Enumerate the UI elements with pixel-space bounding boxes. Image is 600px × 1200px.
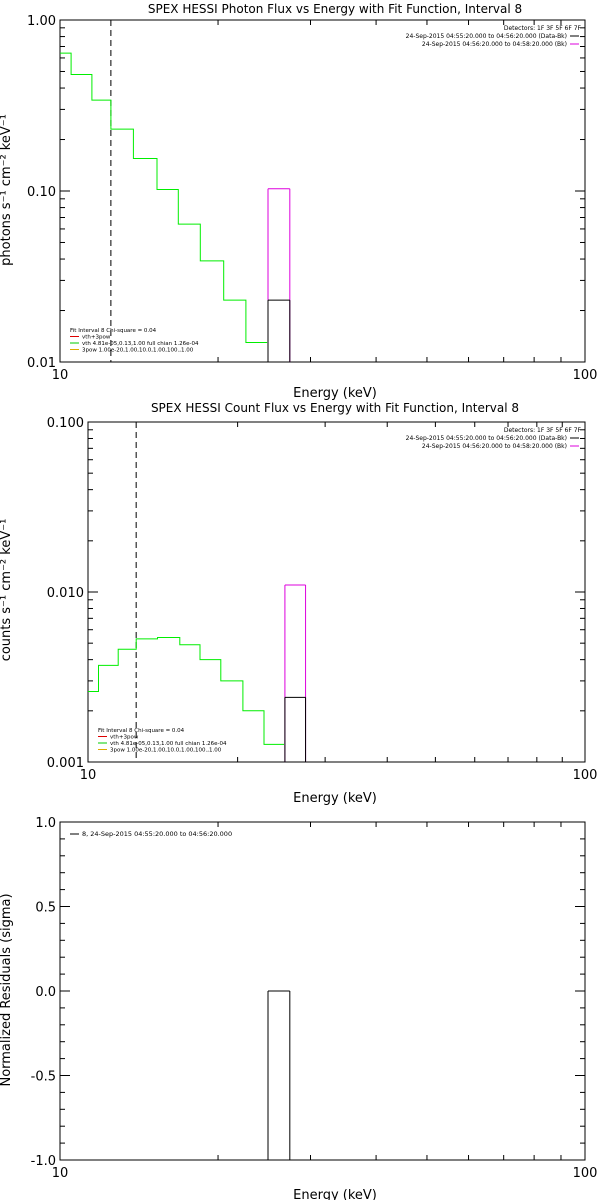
x-tick-label: 100 — [573, 768, 598, 783]
y-tick-label: 1.0 — [35, 816, 56, 831]
x-tick-label: 100 — [573, 1166, 598, 1181]
plot-frame — [59, 19, 586, 363]
y-tick-label: 0.001 — [47, 756, 84, 771]
plot-frame — [87, 421, 586, 763]
legend-text: Fit Interval 8 Chi-square = 0.04 — [98, 728, 185, 734]
header-text: Detectors: 1F 3F 5F 6F 7F — [504, 427, 582, 434]
legend-text: vth 4.81e-05,0.13,1.00 full chian 1.26e-… — [110, 741, 227, 747]
header-text: 24-Sep-2015 04:56:20.000 to 04:58:20.000… — [422, 41, 567, 48]
x-tick-label: 100 — [573, 368, 598, 383]
plot-frame — [59, 821, 586, 1161]
count-flux-title: SPEX HESSI Count Flux vs Energy with Fit… — [151, 401, 519, 415]
series-group — [267, 299, 291, 362]
photon-flux-x-axis-label: Energy (keV) — [293, 386, 377, 401]
series-group — [88, 637, 284, 745]
y-tick-label: 0.100 — [47, 416, 84, 431]
series-group — [284, 696, 307, 762]
y-tick-label: 0.0 — [35, 985, 56, 1000]
residuals-panel: Energy (keV) Normalized Residuals (sigma… — [0, 816, 597, 1200]
header-text: 24-Sep-2015 04:56:20.000 to 04:58:20.000… — [422, 443, 567, 450]
count-flux-x-axis-label: Energy (keV) — [293, 791, 377, 806]
residuals-y-axis-label: Normalized Residuals (sigma) — [0, 893, 14, 1086]
series-step-line — [88, 637, 284, 745]
legend-text: vth+3pow — [82, 335, 111, 341]
x-tick-label: 10 — [52, 368, 69, 383]
count-flux-y-axis-label: counts s⁻¹ cm⁻² keV⁻¹ — [0, 519, 14, 662]
photon-flux-y-axis-label: photons s⁻¹ cm⁻² keV⁻¹ — [0, 114, 14, 266]
legend-text: 3pow 1.00e-20,1.00,10.0,1.00,100.,1.00 — [82, 348, 194, 354]
legend-text: vth 4.81e-05,0.13,1.00 full chian 1.26e-… — [82, 341, 199, 347]
header-text: 24-Sep-2015 04:55:20.000 to 04:56:20.000… — [406, 435, 567, 442]
series-group — [60, 52, 268, 343]
series-group — [267, 188, 291, 362]
y-tick-label: 0.5 — [35, 901, 56, 916]
series-group — [267, 990, 291, 1160]
x-tick-label: 10 — [52, 1166, 69, 1181]
count-flux-panel: SPEX HESSI Count Flux vs Energy with Fit… — [0, 401, 597, 806]
legend-text: Fit Interval 8 Chi-square = 0.04 — [70, 328, 157, 334]
photon-flux-panel: SPEX HESSI Photon Flux vs Energy with Fi… — [0, 2, 597, 401]
y-tick-label: 0.01 — [27, 356, 56, 371]
photon-flux-title: SPEX HESSI Photon Flux vs Energy with Fi… — [148, 2, 522, 16]
y-tick-label: 1.00 — [27, 14, 56, 29]
header-text: Detectors: 1F 3F 5F 6F 7F — [504, 25, 582, 32]
legend-text: 8, 24-Sep-2015 04:55:20.000 to 04:56:20.… — [82, 830, 232, 838]
y-tick-label: -0.5 — [31, 1070, 56, 1085]
legend-text: vth+3pow — [110, 735, 139, 741]
y-tick-label: -1.0 — [31, 1154, 56, 1169]
y-tick-label: 0.10 — [27, 185, 56, 200]
x-tick-label: 10 — [80, 768, 97, 783]
series-step-line — [60, 52, 268, 343]
legend-text: 3pow 1.00e-20,1.00,10.0,1.00,100.,1.00 — [110, 748, 222, 754]
y-tick-label: 0.010 — [47, 586, 84, 601]
series-group — [284, 584, 307, 762]
residuals-x-axis-label: Energy (keV) — [293, 1188, 377, 1200]
header-text: 24-Sep-2015 04:55:20.000 to 04:56:20.000… — [406, 33, 567, 40]
